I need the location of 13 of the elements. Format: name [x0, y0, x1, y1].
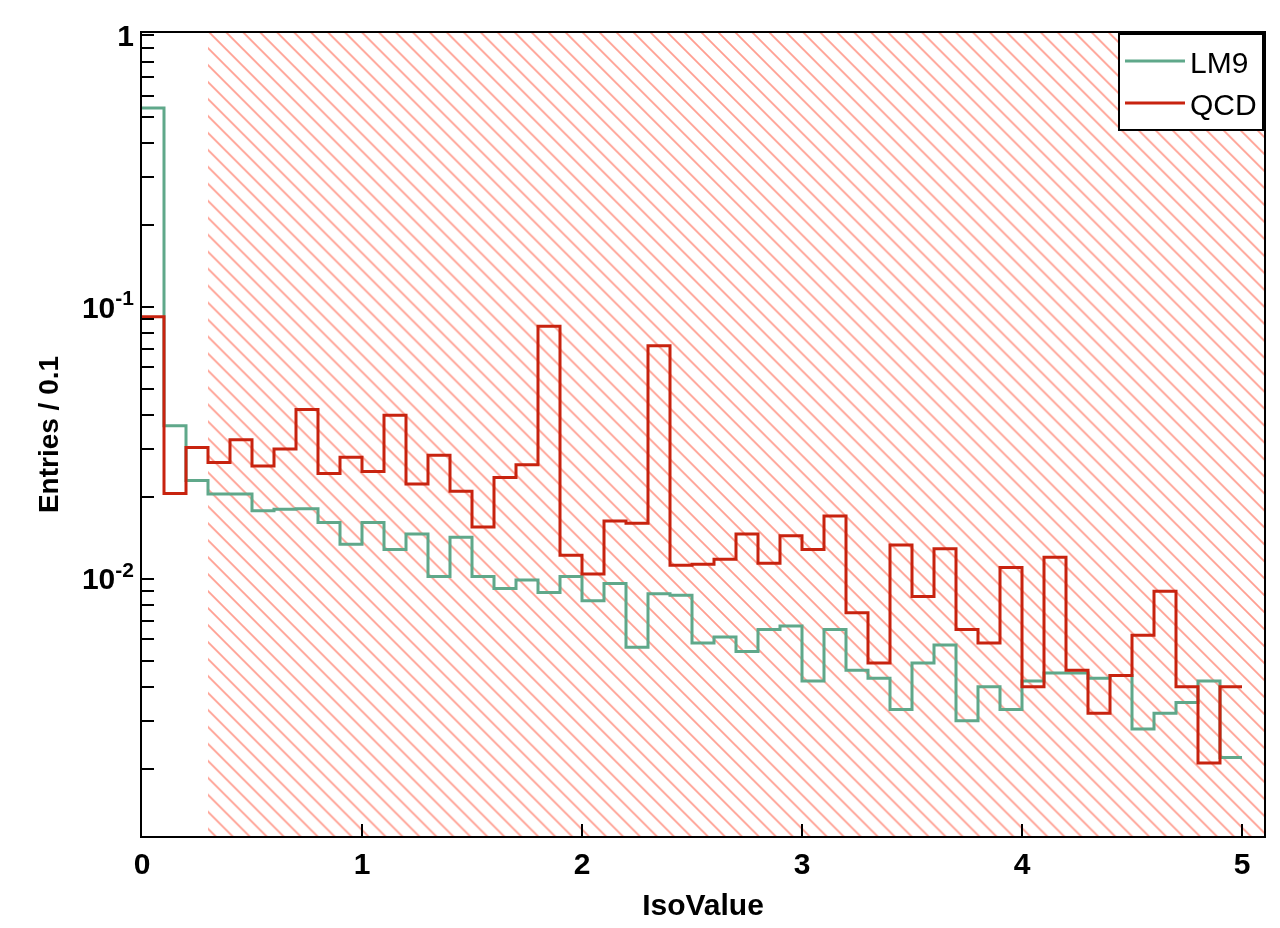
x-tick-label: 4: [1013, 847, 1031, 880]
x-tick-label: 3: [793, 847, 811, 880]
y-tick-label: 10$^{-1}$: [81, 285, 135, 324]
y-tick-label: 1: [117, 18, 134, 52]
x-tick-label: 1: [353, 847, 371, 880]
y-tick-label: 10$^{-2}$: [81, 557, 134, 596]
x-tick-label: 5: [1233, 847, 1251, 880]
x-tick-label: 2: [573, 847, 591, 880]
y-axis-title: Entries / 0.1: [33, 355, 65, 514]
legend-label: QCD: [1190, 87, 1257, 121]
x-tick-label: 0: [133, 847, 151, 880]
legend-label: LM9: [1190, 45, 1249, 79]
x-axis-title: IsoValue: [642, 888, 764, 921]
